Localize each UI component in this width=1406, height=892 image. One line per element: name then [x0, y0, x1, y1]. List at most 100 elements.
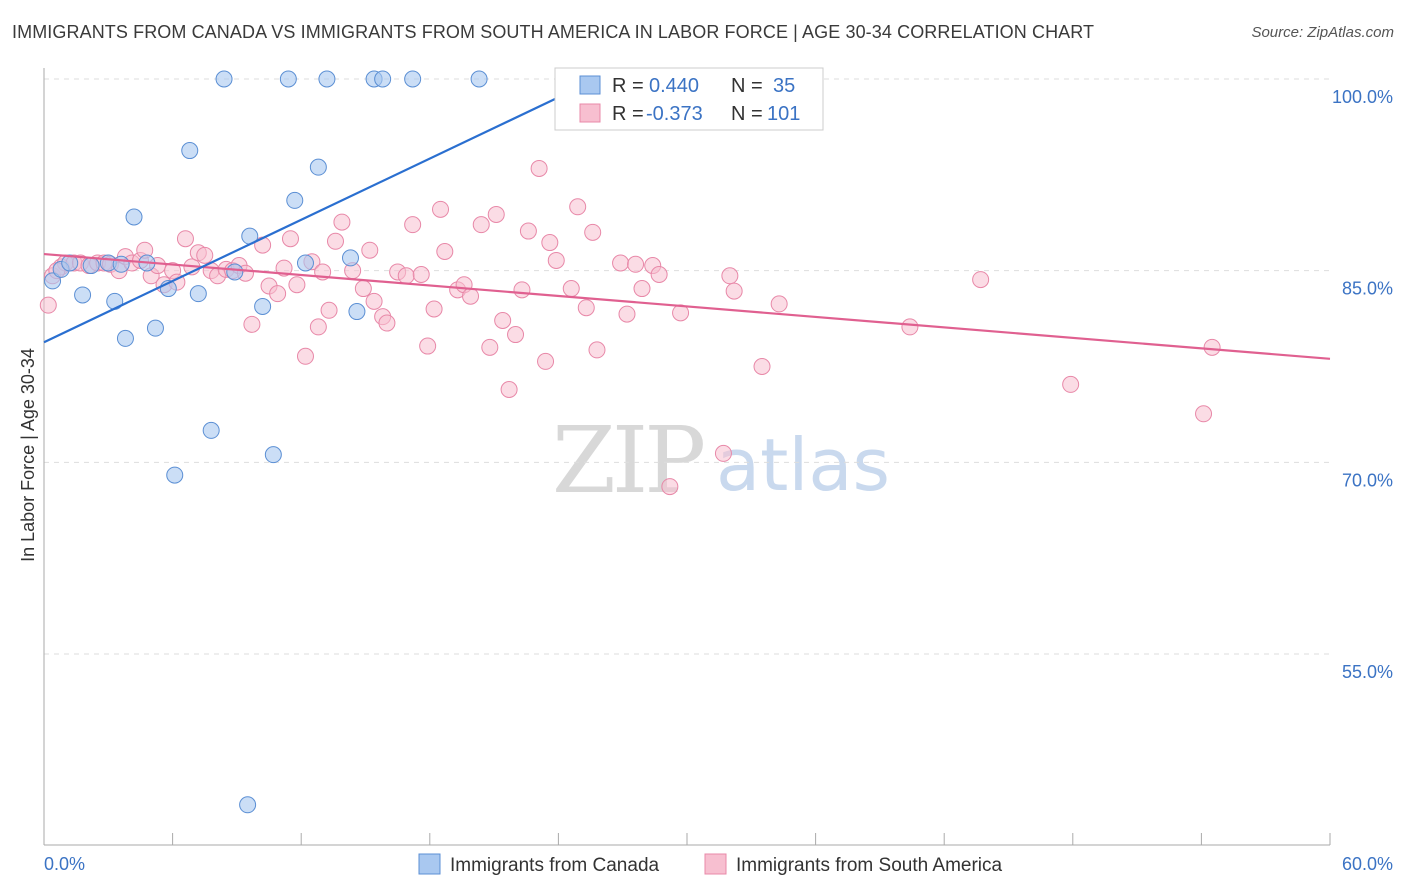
south-america-point: [320, 301, 338, 319]
south-america-point: [354, 280, 372, 298]
south-america-point: [547, 251, 565, 269]
south-america-point: [1062, 375, 1080, 393]
south-america-point: [627, 255, 645, 273]
south-america-point: [507, 326, 525, 344]
south-america-point: [612, 254, 630, 272]
canada-point: [202, 421, 220, 439]
south-america-r-value: -0.373: [646, 103, 703, 125]
south-america-point: [309, 318, 327, 336]
south-america-point: [725, 282, 743, 300]
south-america-swatch: [579, 103, 601, 123]
south-america-point: [584, 223, 602, 241]
south-america-point: [650, 266, 668, 283]
south-america-point: [569, 198, 587, 216]
trend-lines: [43, 78, 1331, 360]
canada-points: [44, 70, 574, 814]
canada-point: [82, 257, 100, 275]
south-america-point: [176, 230, 194, 248]
canada-point: [404, 70, 422, 88]
canada-point: [318, 70, 336, 88]
y-axis-label: In Labor Force | Age 30-34: [18, 348, 38, 562]
canada-n-label: N =: [731, 75, 763, 97]
south-america-r-label: R =: [612, 103, 644, 125]
south-america-point: [404, 216, 422, 234]
south-america-point: [500, 381, 518, 398]
canada-point: [239, 796, 257, 814]
canada-n-value: 35: [773, 75, 795, 97]
legend-canada-label: Immigrants from Canada: [450, 855, 660, 876]
south-america-point: [412, 266, 430, 283]
south-america-point: [436, 243, 454, 260]
canada-point: [286, 191, 304, 209]
south-america-point: [472, 216, 490, 234]
chart-title: IMMIGRANTS FROM CANADA VS IMMIGRANTS FRO…: [12, 22, 1095, 42]
y-tick-labels: 100.0% 85.0% 70.0% 55.0%: [1332, 87, 1393, 682]
south-america-point: [326, 232, 344, 250]
south-america-point: [419, 337, 437, 355]
canada-swatch: [579, 75, 601, 95]
south-america-point: [39, 296, 57, 314]
south-america-point: [972, 271, 990, 289]
south-america-point: [481, 338, 499, 356]
canada-point: [181, 142, 199, 160]
canada-point: [44, 272, 62, 290]
south-america-point: [487, 205, 505, 223]
stats-box: R = 0.440 N = 35 R = -0.373 N = 101: [554, 67, 824, 131]
x-tick-label-max: 60.0%: [1342, 854, 1393, 874]
legend-south-america-swatch: [704, 853, 727, 875]
south-america-point: [618, 305, 636, 323]
south-america-point: [562, 280, 580, 298]
south-america-point: [269, 285, 287, 303]
chart-source: Source: ZipAtlas.com: [1251, 24, 1394, 41]
legend-south-america-label: Immigrants from South America: [736, 855, 1003, 876]
south-america-point: [588, 341, 606, 359]
y-tick-label: 70.0%: [1342, 470, 1393, 490]
x-tick-label-min: 0.0%: [44, 854, 85, 874]
south-america-point: [296, 347, 314, 365]
south-america-point: [425, 300, 443, 318]
watermark: ZIP atlas: [552, 407, 890, 514]
legend-canada-swatch: [418, 853, 441, 875]
canada-point: [374, 70, 392, 88]
watermark-atlas: atlas: [716, 423, 890, 507]
south-america-points: [39, 70, 1221, 496]
canada-point: [254, 297, 272, 315]
south-america-point: [1195, 405, 1213, 423]
south-america-n-label: N =: [731, 103, 763, 125]
south-america-point: [541, 234, 559, 252]
south-america-point: [770, 295, 788, 313]
south-america-point: [365, 292, 383, 310]
south-america-point: [275, 259, 293, 277]
south-america-point: [721, 267, 739, 285]
canada-point: [189, 285, 207, 303]
y-tick-label: 100.0%: [1332, 87, 1393, 107]
canada-point: [279, 70, 297, 88]
south-america-point: [288, 276, 306, 294]
x-ticks: [43, 833, 1331, 845]
canada-point: [309, 158, 327, 176]
canada-point: [61, 254, 79, 272]
south-america-n-value: 101: [767, 103, 800, 125]
canada-point: [215, 70, 233, 88]
south-america-trend-line: [43, 252, 1331, 360]
canada-point: [296, 254, 314, 272]
south-america-point: [462, 287, 480, 305]
legend: Immigrants from Canada Immigrants from S…: [418, 853, 1003, 876]
canada-trend-line: [43, 78, 598, 344]
south-america-point: [661, 478, 679, 496]
canada-point: [74, 286, 92, 304]
south-america-point: [378, 314, 396, 332]
south-america-point: [432, 200, 450, 218]
y-tick-label: 85.0%: [1342, 279, 1393, 299]
south-america-point: [537, 352, 555, 370]
south-america-point: [901, 318, 919, 336]
canada-point: [264, 446, 282, 464]
watermark-zip: ZIP: [552, 407, 703, 514]
canada-point: [112, 255, 130, 273]
south-america-point: [577, 299, 595, 317]
y-tick-label: 55.0%: [1342, 662, 1393, 682]
canada-point: [348, 303, 366, 321]
canada-point: [125, 208, 143, 226]
canada-point: [470, 70, 488, 88]
canada-point: [341, 249, 359, 267]
